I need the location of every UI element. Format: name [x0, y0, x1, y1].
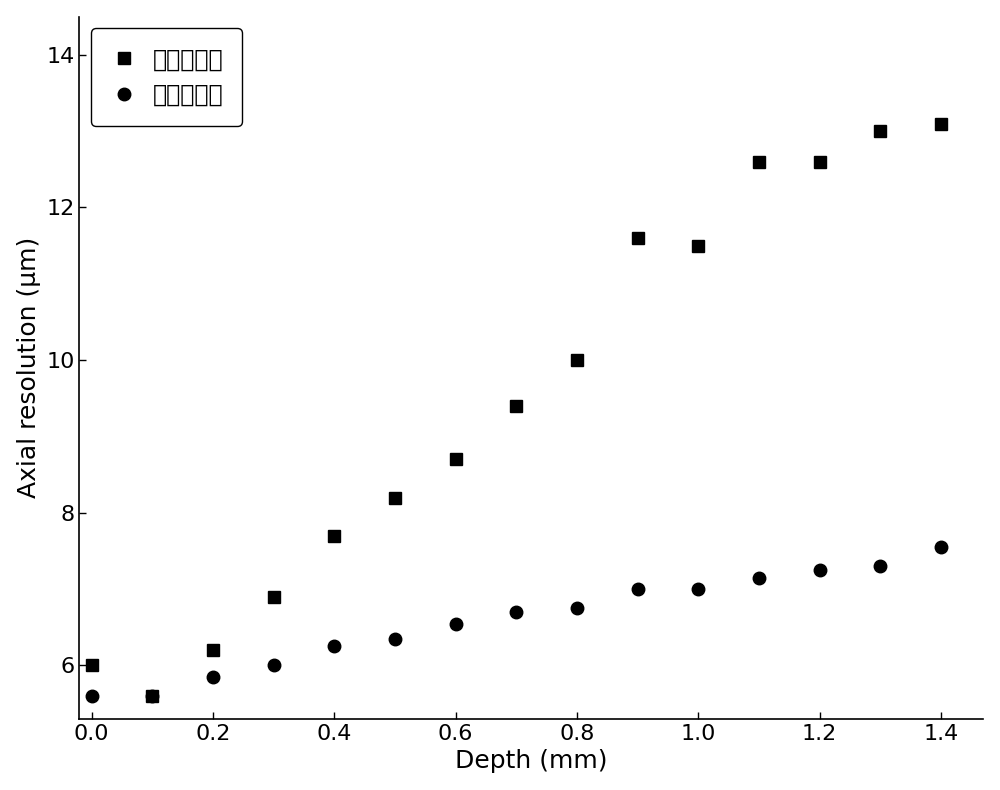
Legend: 未色散补偿, 色散补偿后: 未色散补偿, 色散补偿后 [91, 28, 242, 126]
未色散补偿 [753, 157, 765, 167]
未色散补偿 [328, 531, 340, 540]
色散补偿后 [571, 604, 583, 613]
Line: 未色散补偿: 未色散补偿 [85, 117, 947, 702]
色散补偿后 [692, 585, 704, 594]
未色散补偿 [692, 241, 704, 250]
色散补偿后 [328, 641, 340, 651]
色散补偿后 [450, 619, 462, 628]
未色散补偿 [571, 356, 583, 365]
未色散补偿 [389, 493, 401, 502]
色散补偿后 [389, 634, 401, 644]
未色散补偿 [86, 660, 98, 670]
未色散补偿 [146, 691, 158, 701]
色散补偿后 [146, 691, 158, 701]
色散补偿后 [874, 562, 886, 571]
未色散补偿 [510, 401, 522, 411]
未色散补偿 [450, 455, 462, 465]
色散补偿后 [268, 660, 280, 670]
未色散补偿 [632, 233, 644, 243]
未色散补偿 [935, 118, 947, 128]
未色散补偿 [814, 157, 826, 167]
未色散补偿 [874, 126, 886, 136]
色散补偿后 [632, 585, 644, 594]
色散补偿后 [753, 573, 765, 582]
色散补偿后 [935, 543, 947, 552]
色散补偿后 [510, 608, 522, 617]
色散补偿后 [814, 566, 826, 575]
Y-axis label: Axial resolution (μm): Axial resolution (μm) [17, 237, 41, 498]
X-axis label: Depth (mm): Depth (mm) [455, 750, 608, 773]
Line: 色散补偿后: 色散补偿后 [85, 541, 947, 702]
未色散补偿 [268, 592, 280, 601]
色散补偿后 [207, 672, 219, 682]
色散补偿后 [86, 691, 98, 701]
未色散补偿 [207, 645, 219, 655]
